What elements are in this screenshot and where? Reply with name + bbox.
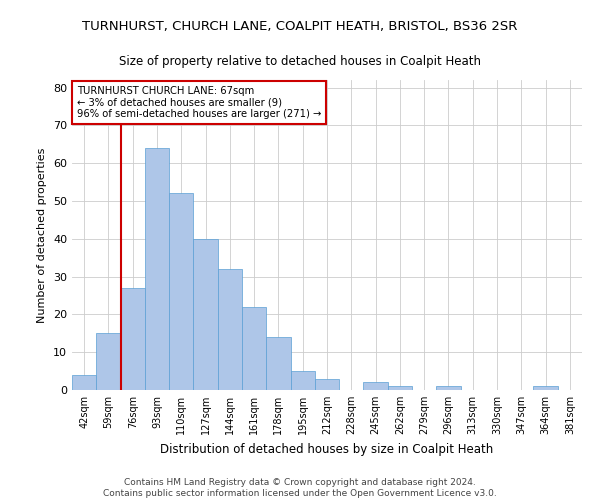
Text: TURNHURST, CHURCH LANE, COALPIT HEATH, BRISTOL, BS36 2SR: TURNHURST, CHURCH LANE, COALPIT HEATH, B… <box>82 20 518 33</box>
Bar <box>266 337 290 390</box>
X-axis label: Distribution of detached houses by size in Coalpit Heath: Distribution of detached houses by size … <box>160 442 494 456</box>
Bar <box>290 371 315 390</box>
Text: TURNHURST CHURCH LANE: 67sqm
← 3% of detached houses are smaller (9)
96% of semi: TURNHURST CHURCH LANE: 67sqm ← 3% of det… <box>77 86 322 120</box>
Bar <box>242 307 266 390</box>
Bar <box>121 288 145 390</box>
Bar <box>96 334 121 390</box>
Bar <box>145 148 169 390</box>
Bar <box>218 269 242 390</box>
Bar <box>364 382 388 390</box>
Bar <box>388 386 412 390</box>
Bar <box>436 386 461 390</box>
Text: Contains HM Land Registry data © Crown copyright and database right 2024.
Contai: Contains HM Land Registry data © Crown c… <box>103 478 497 498</box>
Y-axis label: Number of detached properties: Number of detached properties <box>37 148 47 322</box>
Bar <box>193 239 218 390</box>
Bar <box>533 386 558 390</box>
Text: Size of property relative to detached houses in Coalpit Heath: Size of property relative to detached ho… <box>119 55 481 68</box>
Bar <box>72 375 96 390</box>
Bar <box>315 378 339 390</box>
Bar <box>169 194 193 390</box>
